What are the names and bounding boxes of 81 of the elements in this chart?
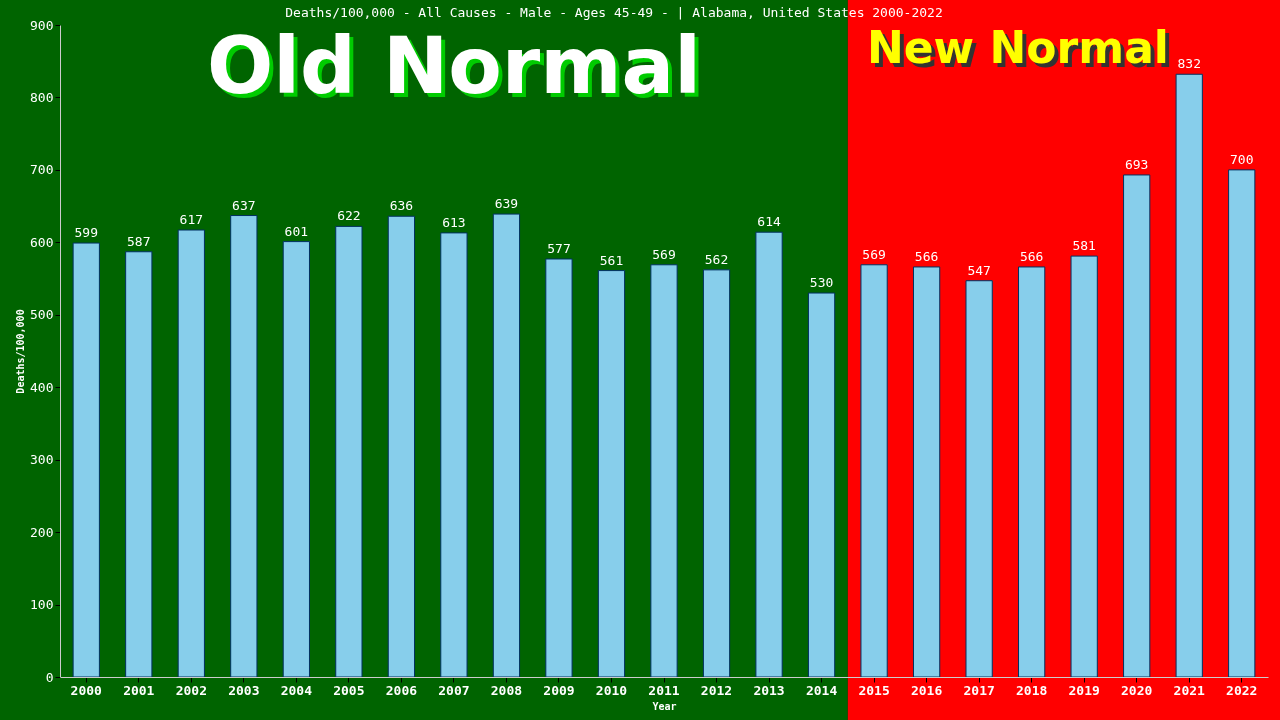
x-tick-label: 2021 bbox=[1173, 682, 1206, 698]
bar bbox=[650, 264, 678, 678]
y-tick-label: 200 bbox=[30, 524, 54, 540]
y-tick-label: 400 bbox=[30, 379, 54, 395]
bar bbox=[1018, 266, 1046, 678]
x-tick-label: 2015 bbox=[858, 682, 890, 698]
bar bbox=[702, 269, 731, 678]
data-label: 562 bbox=[704, 251, 729, 267]
data-label: 581 bbox=[1072, 238, 1096, 254]
bar bbox=[282, 241, 310, 678]
data-label: 693 bbox=[1124, 156, 1149, 172]
x-tick-label: 2006 bbox=[385, 682, 418, 698]
x-axis-title: Year bbox=[652, 700, 677, 712]
data-label: 566 bbox=[1019, 248, 1044, 264]
bar bbox=[1070, 255, 1098, 678]
data-label: 639 bbox=[494, 196, 519, 212]
data-label: 617 bbox=[179, 212, 204, 228]
y-tick-label: 300 bbox=[30, 452, 54, 468]
x-tick-label: 2018 bbox=[1016, 682, 1048, 698]
bar bbox=[230, 215, 258, 678]
y-tick-label: 0 bbox=[45, 669, 54, 685]
bar bbox=[1175, 73, 1203, 678]
bar bbox=[912, 266, 941, 678]
data-label: 547 bbox=[967, 262, 991, 278]
x-tick-label: 2013 bbox=[753, 682, 785, 698]
bar bbox=[1123, 174, 1151, 678]
x-tick-label: 2005 bbox=[333, 682, 365, 698]
x-tick-label: 2010 bbox=[595, 682, 628, 698]
data-label: 622 bbox=[337, 208, 361, 224]
x-tick-label: 2003 bbox=[228, 682, 260, 698]
data-label: 636 bbox=[389, 198, 414, 214]
data-label: 577 bbox=[547, 241, 571, 256]
x-tick-label: 2022 bbox=[1226, 682, 1258, 698]
x-tick-label: 2008 bbox=[490, 682, 523, 698]
y-tick-label: 600 bbox=[30, 234, 54, 250]
y-tick-label: 800 bbox=[30, 89, 54, 105]
x-tick-label: 2020 bbox=[1121, 682, 1153, 698]
bar bbox=[335, 225, 363, 678]
x-tick-label: 2004 bbox=[280, 682, 313, 698]
bar bbox=[755, 231, 783, 678]
data-label: 601 bbox=[284, 223, 309, 239]
x-tick-label: 2007 bbox=[438, 682, 470, 698]
y-axis-title: Deaths/100,000 bbox=[15, 309, 27, 394]
y-tick-label: 500 bbox=[30, 307, 54, 323]
x-tick-label: 2000 bbox=[70, 682, 103, 698]
y-tick-label: 700 bbox=[30, 162, 54, 178]
x-tick-label: 2011 bbox=[648, 682, 680, 698]
data-label: 530 bbox=[809, 275, 834, 291]
bar bbox=[440, 232, 468, 678]
x-tick-label: 2012 bbox=[700, 682, 733, 698]
data-label: 700 bbox=[1230, 151, 1254, 167]
x-tick-label: 2019 bbox=[1068, 682, 1100, 698]
data-label: 569 bbox=[862, 246, 886, 262]
bar bbox=[492, 213, 521, 678]
bar bbox=[387, 215, 416, 678]
bar bbox=[177, 229, 205, 678]
data-label: 613 bbox=[442, 214, 466, 230]
bar bbox=[860, 264, 888, 678]
data-label: 569 bbox=[652, 246, 676, 262]
bar bbox=[72, 242, 100, 678]
bar bbox=[1228, 169, 1256, 678]
data-label: 566 bbox=[914, 248, 939, 264]
bar bbox=[807, 292, 836, 678]
data-label: 587 bbox=[127, 233, 151, 249]
data-label: 832 bbox=[1177, 56, 1201, 72]
bar bbox=[545, 258, 573, 678]
x-tick-label: 2014 bbox=[805, 682, 838, 698]
x-tick-label: 2017 bbox=[963, 682, 995, 698]
y-tick-label: 100 bbox=[30, 597, 54, 613]
data-label: 561 bbox=[599, 252, 624, 268]
x-tick-label: 2016 bbox=[910, 682, 943, 698]
bar bbox=[597, 270, 626, 678]
bar bbox=[965, 280, 993, 678]
y-tick-label: 900 bbox=[30, 17, 54, 33]
x-tick-label: 2009 bbox=[543, 682, 575, 698]
x-tick-label: 2002 bbox=[175, 682, 207, 698]
data-label: 614 bbox=[757, 214, 781, 230]
data-label: 637 bbox=[232, 197, 256, 213]
x-tick-label: 2001 bbox=[123, 682, 155, 698]
bar bbox=[125, 251, 153, 678]
data-label: 599 bbox=[74, 225, 98, 241]
